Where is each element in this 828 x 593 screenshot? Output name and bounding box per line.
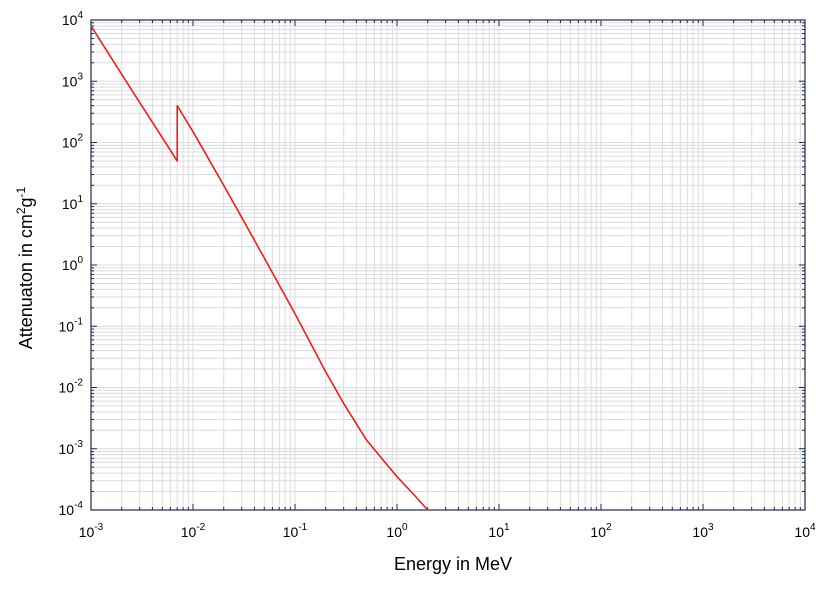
y-tick-label-exp: -3 (74, 439, 83, 450)
y-tick-label-exp: 0 (77, 255, 83, 266)
x-tick-label: 103 (692, 522, 714, 540)
y-tick-label: 101 (62, 194, 84, 212)
y-tick-label-exp: 2 (77, 133, 83, 144)
y-tick-label-base: 10 (62, 12, 78, 28)
y-tick-label-base: 10 (62, 73, 78, 89)
x-tick-label-exp: -2 (196, 522, 205, 533)
y-tick-label: 102 (62, 133, 84, 151)
y-axis-label: Attenuaton in cm2g-1 (14, 186, 36, 349)
x-tick-label-base: 10 (181, 524, 197, 540)
y-tick-label-base: 10 (62, 257, 78, 273)
x-tick-label-base: 10 (692, 524, 708, 540)
y-axis-label-g-exp: -1 (14, 186, 28, 197)
series-line (90, 25, 429, 511)
x-tick-label-base: 10 (79, 524, 95, 540)
y-axis-label-prefix: Attenuaton in cm (16, 214, 36, 349)
series-layer (90, 25, 429, 511)
y-tick-label-base: 10 (59, 502, 75, 518)
y-tick-label: 104 (62, 10, 84, 28)
y-tick-label-exp: -2 (74, 378, 83, 389)
y-tick-label-base: 10 (59, 318, 75, 334)
grid-lines (91, 20, 805, 510)
y-tick-label-base: 10 (62, 196, 78, 212)
x-tick-label-base: 10 (283, 524, 299, 540)
x-tick-label-exp: 4 (810, 522, 816, 533)
x-tick-label-exp: 1 (504, 522, 510, 533)
y-tick-label: 103 (62, 71, 84, 89)
x-tick-label-exp: 3 (708, 522, 714, 533)
y-tick-label-exp: -4 (74, 500, 83, 511)
y-axis-label-mid: g (16, 197, 36, 207)
x-axis-ticks: 10-3 10-2 10-1 100 101 102 103 104 (79, 20, 816, 540)
x-tick-label-base: 10 (386, 524, 402, 540)
y-tick-label-exp: 3 (77, 71, 83, 82)
x-tick-label: 10-3 (79, 522, 104, 540)
x-tick-label: 102 (590, 522, 612, 540)
y-tick-label: 10-2 (59, 378, 84, 396)
x-tick-label-base: 10 (488, 524, 504, 540)
y-tick-label: 10-1 (59, 316, 84, 334)
x-tick-label: 10-1 (283, 522, 308, 540)
y-tick-label: 10-4 (59, 500, 84, 518)
x-tick-label-base: 10 (590, 524, 606, 540)
x-tick-label: 104 (794, 522, 816, 540)
y-tick-label-base: 10 (62, 135, 78, 151)
x-tick-label-exp: -3 (94, 522, 103, 533)
y-tick-label-exp: 4 (77, 10, 83, 21)
x-tick-label: 101 (488, 522, 510, 540)
x-axis-label: Energy in MeV (394, 554, 512, 574)
y-tick-label-base: 10 (59, 380, 75, 396)
x-tick-label-base: 10 (794, 524, 810, 540)
x-tick-label-exp: 2 (606, 522, 612, 533)
x-tick-label: 100 (386, 522, 408, 540)
x-tick-label: 10-2 (181, 522, 206, 540)
y-tick-label: 10-3 (59, 439, 84, 457)
y-tick-label: 100 (62, 255, 84, 273)
x-tick-label-exp: 0 (402, 522, 408, 533)
y-tick-label-base: 10 (59, 441, 75, 457)
y-tick-label-exp: -1 (74, 316, 83, 327)
y-axis-label-cm-exp: 2 (14, 207, 28, 214)
x-tick-label-exp: -1 (298, 522, 307, 533)
y-tick-label-exp: 1 (77, 194, 83, 205)
